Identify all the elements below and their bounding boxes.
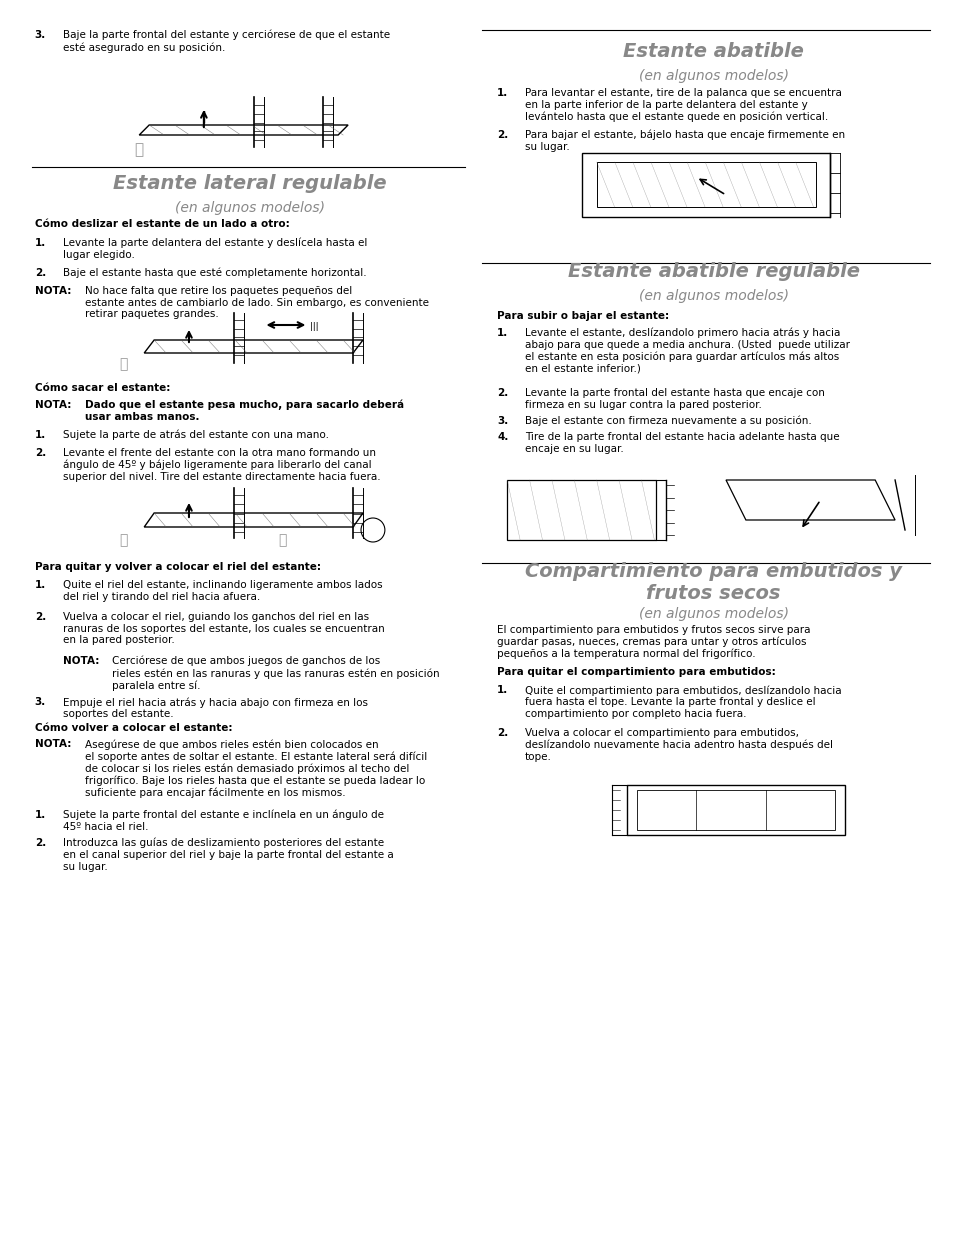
Text: NOTA:: NOTA: <box>63 656 99 666</box>
Text: Cómo deslizar el estante de un lado a otro:: Cómo deslizar el estante de un lado a ot… <box>34 219 290 228</box>
Text: Sujete la parte de atrás del estante con una mano.: Sujete la parte de atrás del estante con… <box>63 430 329 441</box>
Text: Estante lateral regulable: Estante lateral regulable <box>113 174 387 193</box>
Text: No hace falta que retire los paquetes pequeños del
estante antes de cambiarlo de: No hace falta que retire los paquetes pe… <box>85 287 428 319</box>
Text: Quite el riel del estante, inclinando ligeramente ambos lados
del riel y tirando: Quite el riel del estante, inclinando li… <box>63 580 382 601</box>
Text: 3.: 3. <box>34 697 46 706</box>
Text: 3.: 3. <box>497 416 508 426</box>
Text: Para quitar y volver a colocar el riel del estante:: Para quitar y volver a colocar el riel d… <box>34 562 320 572</box>
Text: 2.: 2. <box>497 388 508 398</box>
Text: 1.: 1. <box>34 580 46 590</box>
Text: Estante abatible: Estante abatible <box>622 42 803 61</box>
Text: ✋: ✋ <box>278 534 287 547</box>
Text: Cómo volver a colocar el estante:: Cómo volver a colocar el estante: <box>34 722 233 734</box>
Text: 3.: 3. <box>34 30 46 40</box>
Text: Baje el estante con firmeza nuevamente a su posición.: Baje el estante con firmeza nuevamente a… <box>524 416 811 426</box>
Text: Compartimiento para embutidos y
frutos secos: Compartimiento para embutidos y frutos s… <box>524 562 902 603</box>
Text: ✋: ✋ <box>119 357 128 370</box>
Text: 2.: 2. <box>497 130 508 140</box>
Text: (en algunos modelos): (en algunos modelos) <box>638 289 788 303</box>
Text: (en algunos modelos): (en algunos modelos) <box>638 69 788 83</box>
Text: Para quitar el compartimiento para embutidos:: Para quitar el compartimiento para embut… <box>497 667 775 677</box>
Text: Dado que el estante pesa mucho, para sacarlo deberá
usar ambas manos.: Dado que el estante pesa mucho, para sac… <box>85 400 403 422</box>
Text: Levante el frente del estante con la otra mano formando un
ángulo de 45º y bájel: Levante el frente del estante con la otr… <box>63 448 380 482</box>
Text: 1.: 1. <box>497 329 508 338</box>
Text: Cerciórese de que ambos juegos de ganchos de los
rieles estén en las ranuras y q: Cerciórese de que ambos juegos de gancho… <box>112 656 439 690</box>
Text: El compartimiento para embutidos y frutos secos sirve para
guardar pasas, nueces: El compartimiento para embutidos y fruto… <box>497 625 810 659</box>
Text: Levante el estante, deslízandolo primero hacia atrás y hacia
abajo para que qued: Levante el estante, deslízandolo primero… <box>524 329 849 374</box>
Text: ✋: ✋ <box>119 534 128 547</box>
Text: Tire de la parte frontal del estante hacia adelante hasta que
encaje en su lugar: Tire de la parte frontal del estante hac… <box>524 432 839 453</box>
Text: 1.: 1. <box>34 238 46 248</box>
Text: Levante la parte frontal del estante hasta que encaje con
firmeza en su lugar co: Levante la parte frontal del estante has… <box>524 388 824 410</box>
Text: (en algunos modelos): (en algunos modelos) <box>638 606 788 621</box>
Text: Cómo sacar el estante:: Cómo sacar el estante: <box>34 383 170 393</box>
Text: 2.: 2. <box>34 268 46 278</box>
Text: 2.: 2. <box>34 448 46 458</box>
Text: Levante la parte delantera del estante y deslícela hasta el
lugar elegido.: Levante la parte delantera del estante y… <box>63 238 367 261</box>
Text: ✋: ✋ <box>134 142 143 157</box>
Text: Quite el compartimiento para embutidos, deslízandolo hacia
fuera hasta el tope. : Quite el compartimiento para embutidos, … <box>524 685 841 719</box>
Text: Para bajar el estante, bájelo hasta que encaje firmemente en
su lugar.: Para bajar el estante, bájelo hasta que … <box>524 130 844 152</box>
Text: 1.: 1. <box>497 685 508 695</box>
Text: Baje la parte frontal del estante y cerciórese de que el estante
esté asegurado : Baje la parte frontal del estante y cerc… <box>63 30 390 53</box>
Text: 1.: 1. <box>34 810 46 820</box>
Text: Vuelva a colocar el riel, guiando los ganchos del riel en las
ranuras de los sop: Vuelva a colocar el riel, guiando los ga… <box>63 613 384 645</box>
Text: Para levantar el estante, tire de la palanca que se encuentra
en la parte inferi: Para levantar el estante, tire de la pal… <box>524 88 841 122</box>
Text: Estante abatible regulable: Estante abatible regulable <box>567 262 859 282</box>
Text: 1.: 1. <box>34 430 46 440</box>
Text: Empuje el riel hacia atrás y hacia abajo con firmeza en los
soportes del estante: Empuje el riel hacia atrás y hacia abajo… <box>63 697 367 719</box>
Text: 4.: 4. <box>497 432 508 442</box>
Text: (en algunos modelos): (en algunos modelos) <box>175 201 325 215</box>
Text: Vuelva a colocar el compartimiento para embutidos,
deslízandolo nuevamente hacia: Vuelva a colocar el compartimiento para … <box>524 727 832 762</box>
Text: |||: ||| <box>310 322 318 331</box>
Text: Sujete la parte frontal del estante e inclínela en un ángulo de
45º hacia el rie: Sujete la parte frontal del estante e in… <box>63 810 383 832</box>
Text: NOTA:: NOTA: <box>34 400 71 410</box>
Text: Introduzca las guías de deslizamiento posteriores del estante
en el canal superi: Introduzca las guías de deslizamiento po… <box>63 839 393 872</box>
Text: 2.: 2. <box>34 613 46 622</box>
Text: 2.: 2. <box>497 727 508 739</box>
Text: Asegúrese de que ambos rieles estén bien colocados en
el soporte antes de soltar: Asegúrese de que ambos rieles estén bien… <box>85 739 426 798</box>
Text: 1.: 1. <box>497 88 508 98</box>
Text: NOTA:: NOTA: <box>34 287 71 296</box>
Text: 2.: 2. <box>34 839 46 848</box>
Text: NOTA:: NOTA: <box>34 739 71 748</box>
Text: Para subir o bajar el estante:: Para subir o bajar el estante: <box>497 311 669 321</box>
Text: Baje el estante hasta que esté completamente horizontal.: Baje el estante hasta que esté completam… <box>63 268 366 279</box>
